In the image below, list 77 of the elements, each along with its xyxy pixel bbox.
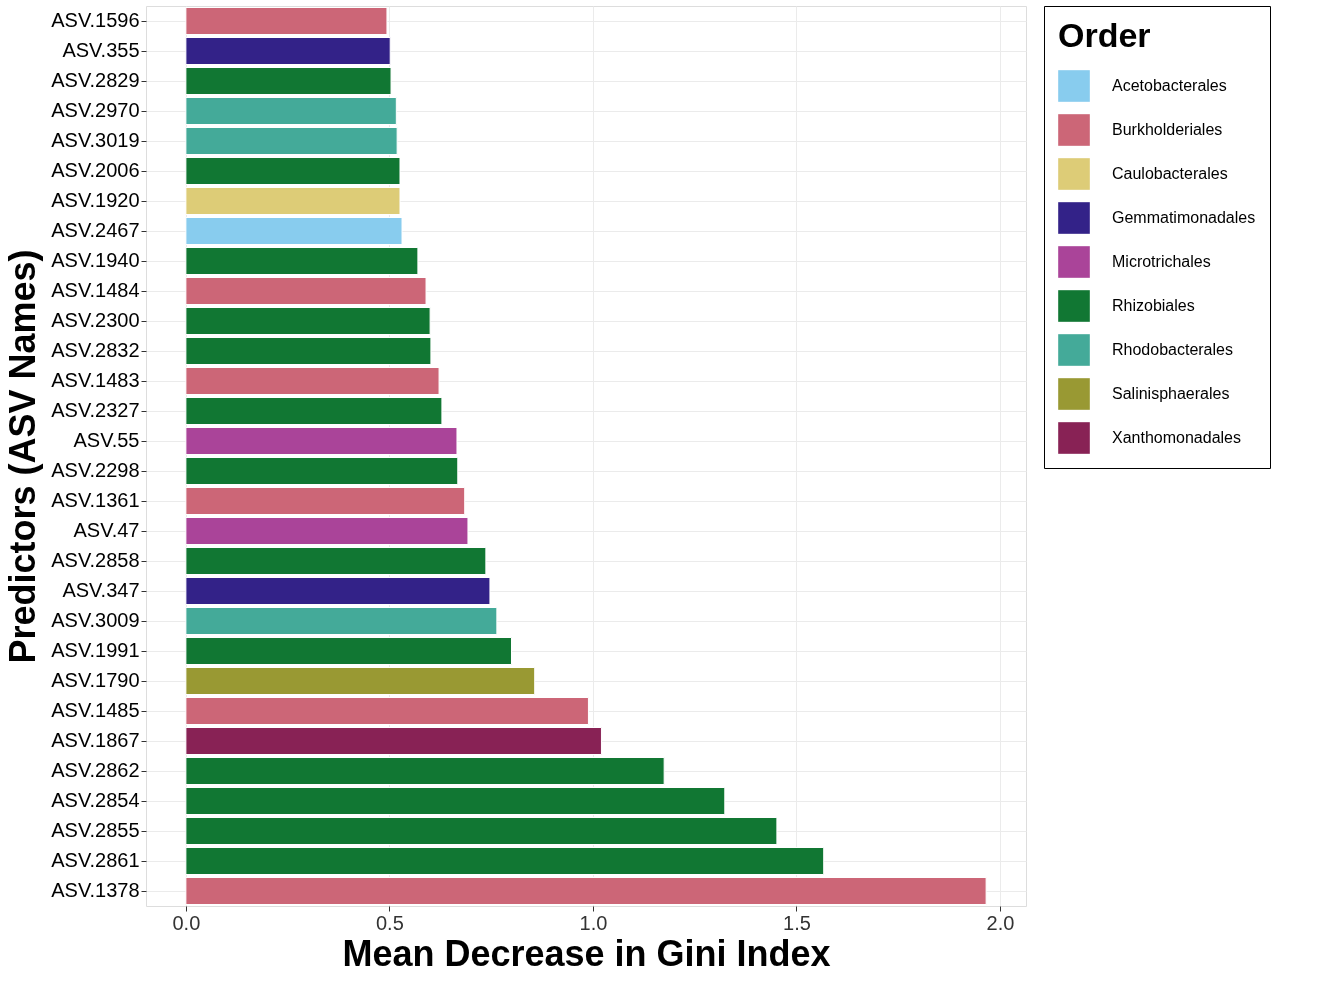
y-tick-label: ASV.1483 — [51, 369, 140, 391]
y-tick-label: ASV.1790 — [51, 669, 140, 691]
y-tick-label: ASV.2855 — [51, 819, 140, 841]
bar — [185, 67, 392, 95]
y-tick-label: ASV.2300 — [51, 309, 140, 331]
y-axis-title: Predictors (ASV Names) — [2, 249, 44, 664]
legend-label: Caulobacterales — [1112, 165, 1228, 182]
bar — [185, 97, 397, 125]
x-tick-label: 1.0 — [579, 911, 608, 934]
legend-label: Salinisphaerales — [1112, 385, 1230, 402]
y-tick-label: ASV.2862 — [51, 759, 140, 781]
y-tick-label: ASV.3009 — [51, 609, 140, 631]
y-tick-label: ASV.1991 — [51, 639, 140, 661]
bar — [185, 217, 403, 245]
y-tick-label: ASV.2298 — [51, 459, 140, 481]
bar — [185, 7, 388, 35]
legend-label: Microtrichales — [1112, 253, 1211, 270]
bar — [185, 187, 401, 215]
y-tick-label: ASV.1484 — [51, 279, 140, 301]
bar — [185, 397, 443, 425]
y-tick-label: ASV.2829 — [51, 69, 140, 91]
bar — [185, 877, 987, 905]
bar — [185, 547, 487, 575]
y-tick-label: ASV.2854 — [51, 789, 140, 811]
y-tick-label: ASV.1378 — [51, 879, 140, 901]
bar — [185, 37, 391, 65]
bar — [185, 577, 491, 605]
y-tick-label: ASV.2832 — [51, 339, 140, 361]
legend-title: Order — [1058, 16, 1151, 54]
legend-label: Rhizobiales — [1112, 297, 1195, 314]
bar — [185, 847, 825, 875]
bar — [185, 817, 778, 845]
x-tick-label: 2.0 — [986, 911, 1015, 934]
bar — [185, 607, 498, 635]
legend-label: Acetobacterales — [1112, 77, 1227, 94]
legend-label: Burkholderiales — [1112, 121, 1223, 138]
y-tick-label: ASV.1867 — [51, 729, 140, 751]
bar — [185, 517, 469, 545]
y-tick-label: ASV.347 — [62, 579, 140, 601]
bar — [185, 307, 431, 335]
bar — [185, 787, 726, 815]
bar — [185, 757, 665, 785]
bar — [185, 337, 432, 365]
bar — [185, 277, 427, 305]
legend-label: Xanthomonadales — [1112, 429, 1241, 446]
y-tick-label: ASV.355 — [62, 39, 140, 61]
bar — [185, 457, 459, 485]
bar — [185, 427, 458, 455]
bar — [185, 697, 589, 725]
y-tick-label: ASV.55 — [73, 429, 140, 451]
bar — [185, 247, 419, 275]
y-tick-label: ASV.47 — [73, 519, 140, 541]
bar — [185, 157, 401, 185]
y-tick-label: ASV.2327 — [51, 399, 140, 421]
legend-label: Rhodobacterales — [1112, 341, 1233, 358]
legend-label: Gemmatimonadales — [1112, 209, 1256, 226]
bar — [185, 667, 536, 695]
y-tick-label: ASV.2970 — [51, 99, 140, 121]
y-tick-label: ASV.1361 — [51, 489, 140, 511]
x-axis-title: Mean Decrease in Gini Index — [342, 932, 831, 974]
y-tick-label: ASV.3019 — [51, 129, 140, 151]
bar — [185, 367, 440, 395]
y-tick-label: ASV.1485 — [51, 699, 140, 721]
y-tick-label: ASV.1940 — [51, 249, 140, 271]
y-tick-label: ASV.2467 — [51, 219, 140, 241]
bar — [185, 727, 602, 755]
x-tick-label: 0.0 — [172, 911, 201, 934]
x-tick-label: 1.5 — [783, 911, 811, 934]
y-tick-label: ASV.2858 — [51, 549, 140, 571]
x-tick-label: 0.5 — [376, 911, 404, 934]
bar — [185, 637, 513, 665]
y-tick-label: ASV.1596 — [51, 9, 140, 31]
bar — [185, 127, 398, 155]
y-tick-label: ASV.1920 — [51, 189, 140, 211]
y-tick-label: ASV.2006 — [51, 159, 140, 181]
y-tick-label: ASV.2861 — [51, 849, 140, 871]
bar — [185, 487, 466, 515]
